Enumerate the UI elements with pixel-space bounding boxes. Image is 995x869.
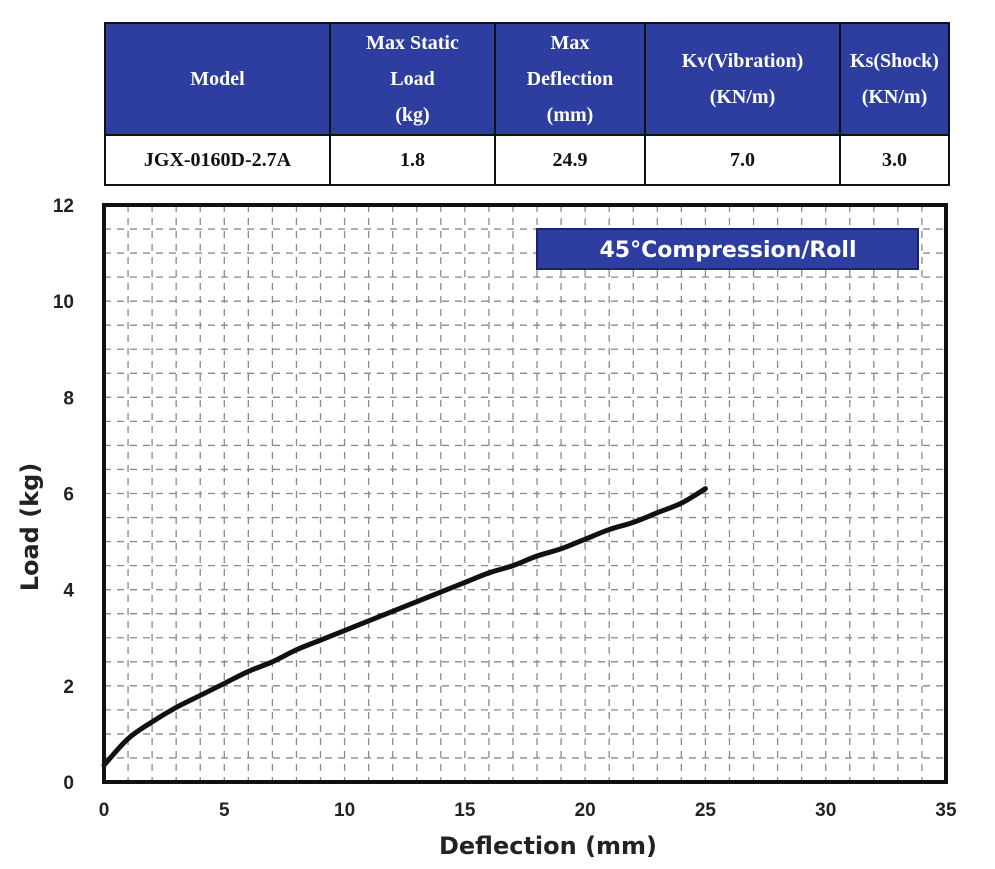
x-tick-label: 30	[815, 800, 836, 821]
x-tick-label: 0	[99, 800, 110, 821]
y-tick-label: 10	[53, 292, 74, 313]
spec-table: Model Max Static Load (kg) Max Deflectio…	[104, 22, 950, 186]
y-axis-label: Load (kg)	[16, 463, 44, 592]
load-deflection-curve	[101, 486, 708, 768]
legend-box: 45°Compression/Roll	[536, 228, 919, 270]
y-tick-label: 12	[53, 196, 74, 217]
header-kv-vibration: Kv(Vibration) (KN/m)	[644, 22, 841, 136]
y-tick-label: 6	[63, 485, 74, 506]
x-tick-label: 35	[935, 800, 957, 821]
chart-title: 45°Compression/Roll	[600, 238, 857, 263]
chart-grid	[104, 205, 946, 782]
header-model: Model	[104, 22, 331, 136]
table-row: JGX-0160D-2.7A 1.8 24.9 7.0 3.0	[104, 134, 950, 186]
header-ks-shock: Ks(Shock) (KN/m)	[839, 22, 950, 136]
y-tick-label: 2	[63, 677, 74, 698]
cell-max-static-load: 1.8	[329, 134, 496, 186]
cell-model: JGX-0160D-2.7A	[104, 134, 331, 186]
x-axis-label: Deflection (mm)	[439, 832, 657, 860]
x-tick-label: 5	[219, 800, 230, 821]
header-max-static-load: Max Static Load (kg)	[329, 22, 496, 136]
axis-ticks: 0 5 10 15 20 25 30 35 0 2 4 6 8 10 12	[53, 196, 957, 821]
x-tick-label: 15	[454, 800, 476, 821]
y-tick-label: 4	[63, 581, 74, 602]
x-tick-label: 25	[695, 800, 717, 821]
load-deflection-chart: 0 5 10 15 20 25 30 35 0 2 4 6 8 10 12 45°Compression/R…	[16, 196, 957, 860]
y-tick-label: 0	[63, 773, 74, 794]
y-tick-label: 8	[63, 388, 74, 409]
cell-kv: 7.0	[644, 134, 841, 186]
x-tick-label: 20	[575, 800, 596, 821]
table-header-row: Model Max Static Load (kg) Max Deflectio…	[104, 22, 950, 136]
x-tick-label: 10	[334, 800, 355, 821]
cell-ks: 3.0	[839, 134, 950, 186]
plot-frame	[102, 203, 948, 784]
header-max-deflection: Max Deflection (mm)	[494, 22, 646, 136]
cell-max-deflection: 24.9	[494, 134, 646, 186]
